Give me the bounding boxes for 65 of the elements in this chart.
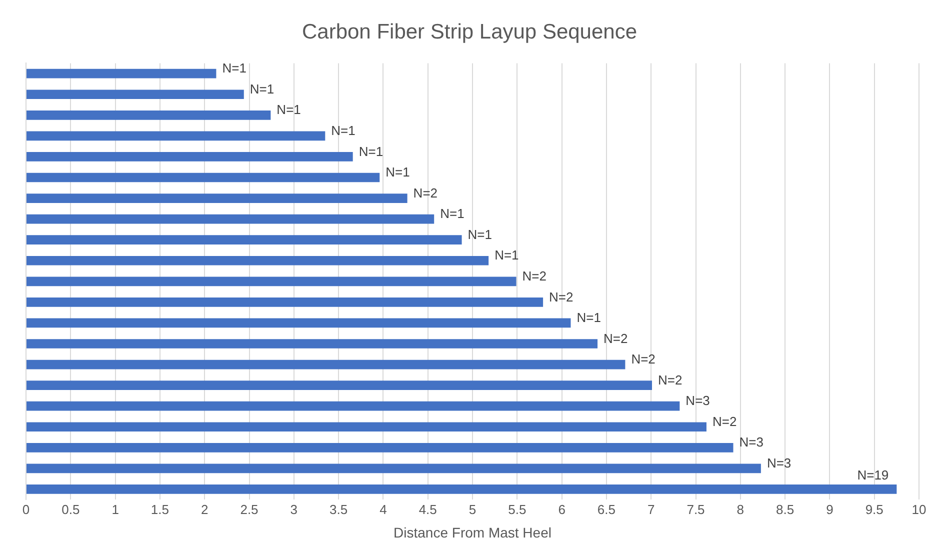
bar — [26, 380, 652, 390]
bar — [26, 152, 353, 162]
annotation: N=19 — [857, 468, 889, 483]
annotation: N=1 — [468, 226, 492, 242]
bar — [26, 68, 216, 78]
annotation: N=1 — [494, 248, 519, 263]
annotation: N=2 — [604, 330, 628, 346]
x-tick-label: 8 — [736, 502, 744, 517]
x-tick-label: 6 — [558, 502, 566, 517]
x-tick-label: 5 — [468, 502, 476, 517]
x-tick-label: 5.5 — [508, 502, 526, 517]
bar — [26, 298, 544, 307]
x-tick-label: 6.5 — [597, 502, 616, 517]
x-tick-label: 0.5 — [62, 502, 80, 517]
annotation: N=3 — [686, 393, 710, 408]
x-tick-label: 4 — [380, 502, 387, 517]
annotation: N=2 — [549, 289, 574, 304]
x-tick-label: 2.5 — [240, 502, 258, 517]
x-tick-label: 7 — [647, 502, 655, 517]
annotation: N=1 — [358, 144, 384, 159]
bar — [26, 484, 897, 494]
bar — [26, 110, 271, 120]
annotation: N=1 — [576, 310, 601, 326]
bar — [26, 401, 680, 411]
chart-title: Carbon Fiber Strip Layup Sequence — [302, 20, 638, 44]
x-tick-label: 7.5 — [686, 502, 705, 517]
annotation: N=2 — [522, 268, 546, 284]
bar — [26, 442, 734, 452]
bar — [26, 90, 244, 100]
bar — [26, 339, 598, 348]
bar — [26, 360, 626, 370]
annotation: N=1 — [222, 60, 246, 76]
annotation: N=1 — [250, 81, 274, 96]
annotation: N=2 — [658, 372, 682, 388]
x-tick-label: 9 — [826, 502, 834, 517]
bar — [26, 256, 489, 266]
annotation: N=2 — [631, 352, 656, 367]
x-tick-label: 1 — [112, 502, 119, 517]
x-tick-label: 4.5 — [418, 502, 437, 517]
bar — [26, 276, 516, 286]
x-tick-label: 1.5 — [150, 502, 169, 517]
annotation: N=2 — [712, 414, 737, 429]
x-tick-label: 2 — [200, 502, 208, 517]
annotation: N=1 — [440, 206, 464, 222]
annotation: N=1 — [276, 102, 301, 118]
bar — [26, 194, 408, 203]
bar — [26, 235, 462, 245]
x-axis-title: Distance From Mast Heel — [394, 524, 552, 540]
x-tick-label: 9.5 — [865, 502, 884, 517]
annotation: N=1 — [386, 164, 410, 180]
bar — [26, 318, 571, 328]
bar — [26, 214, 434, 224]
bar — [26, 131, 326, 141]
bar — [26, 172, 380, 182]
x-tick-label: 3 — [290, 502, 298, 517]
annotation: N=2 — [413, 185, 438, 200]
x-tick-label: 0 — [22, 502, 30, 517]
annotation: N=1 — [331, 123, 356, 138]
annotation: N=3 — [739, 434, 764, 450]
bar — [26, 464, 761, 474]
annotation: N=3 — [766, 456, 792, 471]
bar — [26, 422, 706, 432]
x-tick-label: 3.5 — [330, 502, 348, 517]
x-tick-label: 10 — [912, 502, 926, 517]
x-tick-label: 8.5 — [776, 502, 794, 517]
